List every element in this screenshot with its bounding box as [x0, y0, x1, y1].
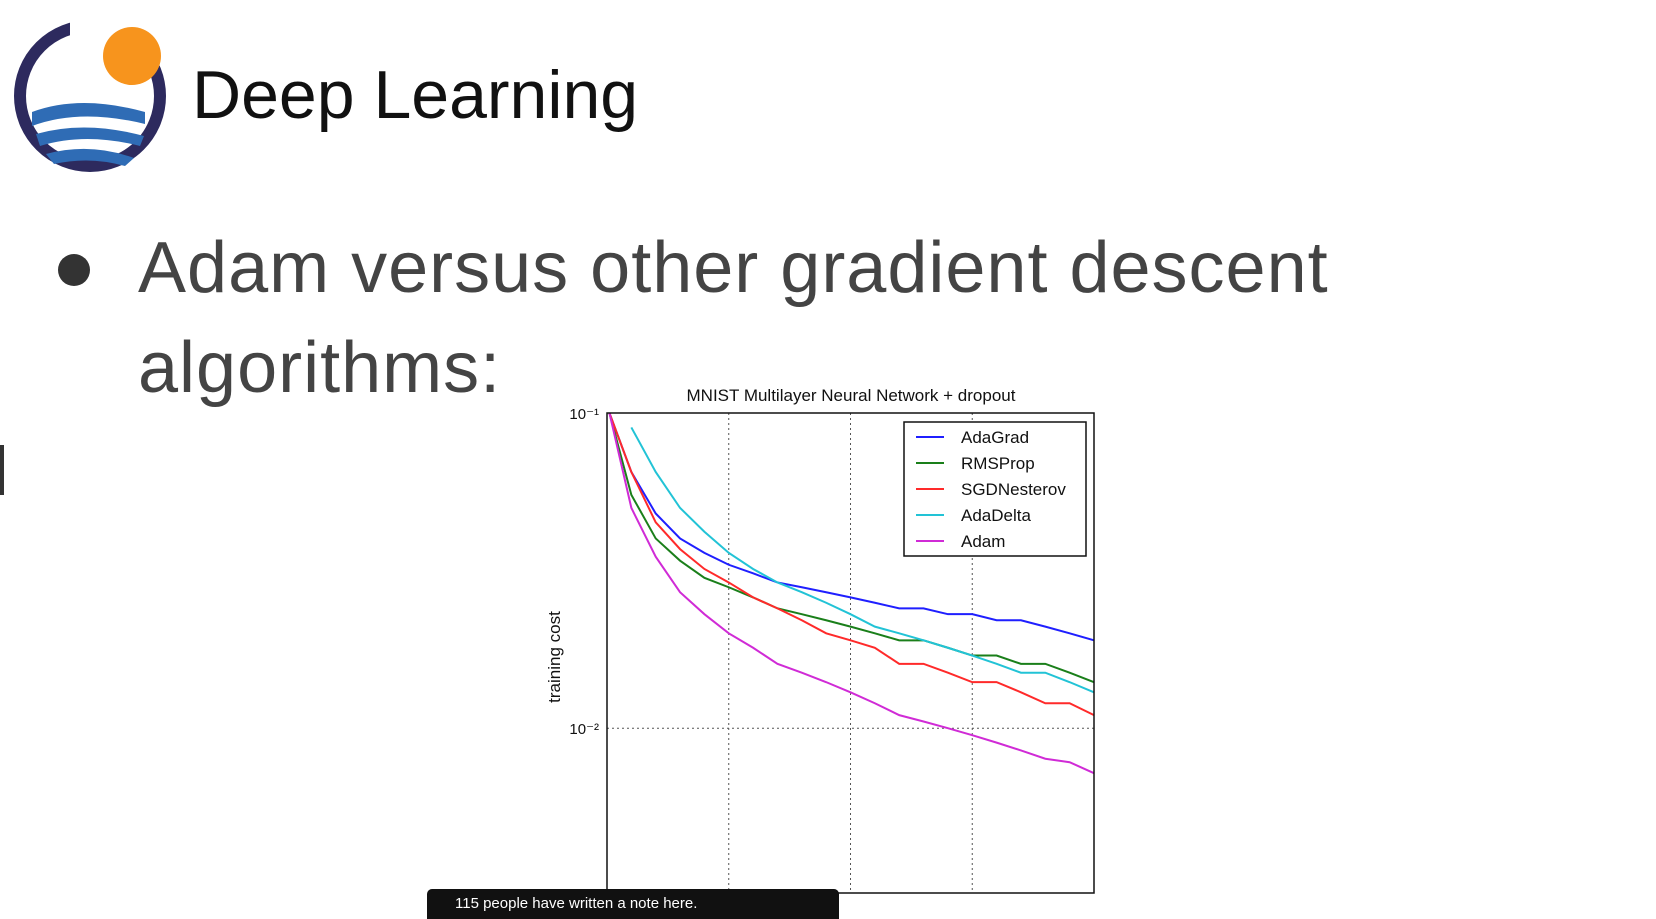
cursor-bar — [0, 445, 4, 495]
note-banner[interactable]: 115 people have written a note here. — [427, 889, 839, 919]
bullet-text: Adam versus other gradient descent algor… — [138, 228, 1329, 408]
x-tick-label: 100 — [838, 900, 863, 902]
legend-label: AdaGrad — [961, 428, 1029, 447]
legend-label: Adam — [961, 532, 1005, 551]
legend-label: AdaDelta — [961, 506, 1031, 525]
y-axis-label: training cost — [545, 611, 564, 703]
logo-waves — [32, 103, 145, 166]
y-tick-label: 10⁻¹ — [569, 406, 599, 423]
chart-title: MNIST Multilayer Neural Network + dropou… — [687, 386, 1016, 405]
slide-title: Deep Learning — [192, 57, 639, 133]
series-line — [608, 412, 1095, 642]
logo-sun — [103, 27, 161, 85]
logo — [14, 12, 166, 172]
legend-label: SGDNesterov — [961, 480, 1066, 499]
x-tick-label: 150 — [960, 900, 985, 902]
series-line — [608, 412, 1095, 717]
series-line — [630, 426, 1095, 694]
series-line — [608, 412, 1095, 775]
y-tick-label: 10⁻² — [569, 721, 599, 738]
x-tick-label: 200 — [1081, 900, 1106, 902]
legend-label: RMSProp — [961, 454, 1035, 473]
plot-frame — [606, 412, 1095, 894]
series-line — [608, 412, 1095, 684]
bullet-dot — [58, 254, 90, 286]
